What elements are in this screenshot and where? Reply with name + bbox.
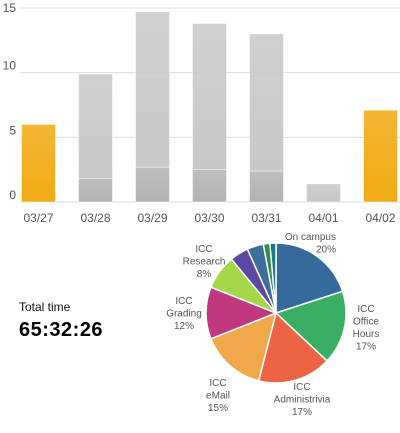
bar-segment — [135, 166, 170, 203]
pie-slice — [275, 242, 344, 315]
total-time-value: 65:32:26 — [19, 319, 104, 341]
y-tick-label: 0 — [9, 188, 16, 202]
total-time-label: Total time — [19, 300, 71, 314]
x-tick-label: 03/30 — [194, 211, 224, 225]
bar-segment — [249, 33, 284, 172]
bar-segment — [192, 169, 227, 203]
pie-slice-label: ICC Office Hours 17% — [353, 304, 380, 353]
pie-slice-label: ICC Research 8% — [183, 244, 226, 280]
y-tick-label: 15 — [3, 1, 17, 15]
bar-segment — [249, 170, 284, 203]
pie-slice-label: ICC eMail 15% — [206, 378, 230, 414]
x-tick-label: 04/01 — [308, 211, 338, 225]
pie-slice — [274, 290, 347, 362]
bar-segment — [21, 124, 56, 203]
pie-slice-label: ICC Administrivia 17% — [274, 382, 331, 418]
x-tick-label: 03/27 — [23, 211, 53, 225]
y-tick-label: 10 — [3, 59, 17, 73]
bar-segment — [306, 183, 341, 203]
x-tick-label: 04/02 — [365, 211, 395, 225]
x-tick-label: 03/29 — [137, 211, 167, 225]
bar-segment — [78, 178, 113, 203]
pie-slice — [269, 242, 277, 314]
pie-slice-label: ICC Grading 12% — [166, 296, 202, 332]
pie-slice — [257, 311, 329, 384]
x-tick-label: 03/28 — [80, 211, 110, 225]
daily-hours-bar-chart: 0 5 10 15 03/27 03/28 03/29 03/30 03/31 04/01 04/0… — [3, 1, 400, 225]
bar-segment — [135, 11, 170, 168]
pie-slice — [209, 311, 278, 382]
bar-segment — [363, 109, 398, 203]
bar-segment — [78, 73, 113, 179]
category-pie-chart: On campus 20% ICC Office Hours 17% ICC Administ… — [166, 232, 380, 418]
bar-segment — [192, 23, 227, 170]
pie-slice-label: On campus 20% — [285, 232, 336, 256]
x-tick-label: 03/31 — [251, 211, 281, 225]
y-tick-label: 5 — [9, 123, 16, 137]
